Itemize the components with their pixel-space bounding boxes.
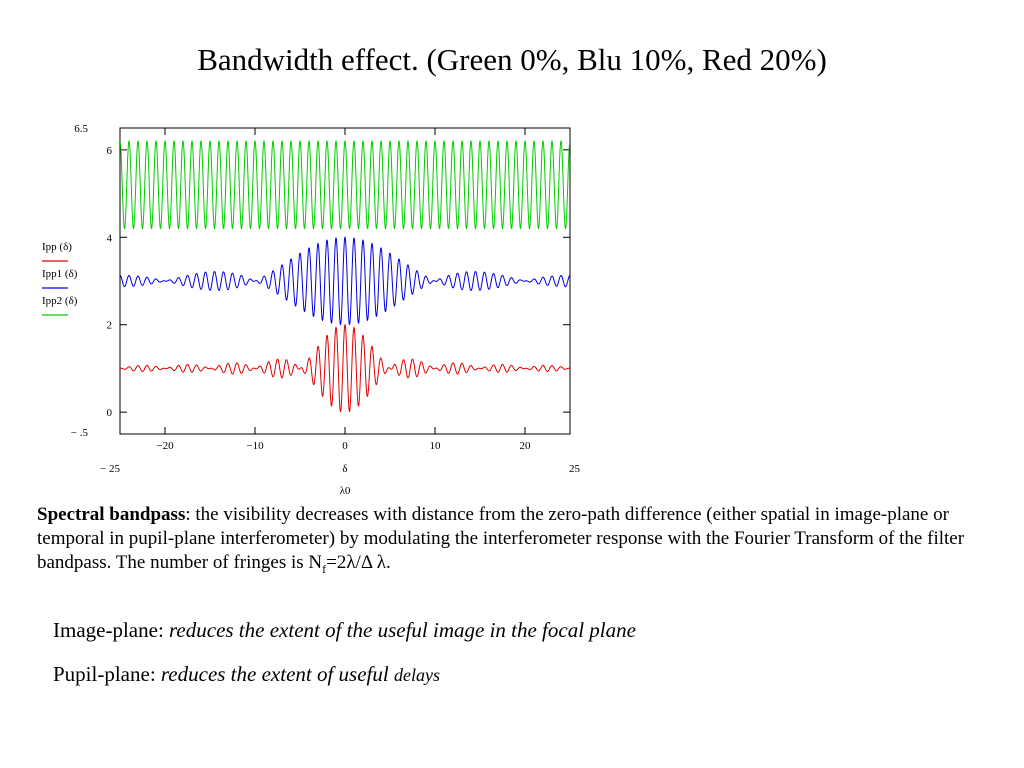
x-limit-left-label: − 25	[100, 463, 120, 475]
x-tick-label: 10	[430, 440, 442, 452]
pupil-plane-delays: delays	[393, 665, 440, 685]
image-plane-label: Image-plane:	[53, 618, 170, 642]
legend-label: Ipp2 (δ)	[42, 295, 78, 307]
fringe-subscript: f	[322, 561, 327, 576]
x-limit-right-label: 25	[569, 463, 581, 475]
y-tick-label: 0	[107, 407, 113, 419]
x-tick-label: −20	[156, 440, 174, 452]
series-line	[120, 140, 570, 230]
y-tick-label: 2	[107, 320, 113, 332]
bold-term: Spectral bandpass	[37, 504, 186, 525]
y-limit-top-label: 6.5	[74, 123, 88, 135]
axis-ticks	[120, 128, 570, 434]
paragraph-formula: =2λ/Δ λ.	[326, 552, 391, 573]
body-paragraph: Spectral bandpass: the visibility decrea…	[37, 503, 972, 581]
series-line	[120, 236, 570, 326]
x-axis-label: δ	[342, 463, 347, 475]
legend-label: Ipp (δ)	[42, 241, 72, 253]
image-plane-line: Image-plane: reduces the extent of the u…	[53, 616, 636, 644]
y-limit-bottom-label: − .5	[71, 427, 89, 439]
pupil-plane-label: Pupil-plane:	[53, 662, 161, 686]
slide-title: Bandwidth effect. (Green 0%, Blu 10%, Re…	[197, 42, 827, 77]
series-curves	[120, 140, 570, 413]
y-tick-label: 6	[107, 145, 113, 157]
image-plane-text: reduces the extent of the useful image i…	[169, 618, 636, 642]
x-axis-extra-label: λ0	[340, 485, 351, 497]
x-tick-label: 0	[342, 440, 348, 452]
pupil-plane-line: Pupil-plane: reduces the extent of usefu…	[53, 660, 440, 689]
pupil-plane-text: reduces the extent of useful	[160, 662, 394, 686]
series-line	[120, 323, 570, 413]
paragraph-text: : the visibility decreases with distance…	[37, 504, 965, 573]
x-tick-label: −10	[246, 440, 264, 452]
plot-frame	[119, 127, 571, 435]
interference-chart: −20 −10 0 10 20 0 2 4 6 6.5 − .5 − 25 25 δ λ0 Ipp (δ) I…	[42, 123, 581, 497]
y-tick-label: 4	[107, 232, 113, 244]
x-tick-label: 20	[520, 440, 532, 452]
legend-label: Ipp1 (δ)	[42, 268, 78, 280]
